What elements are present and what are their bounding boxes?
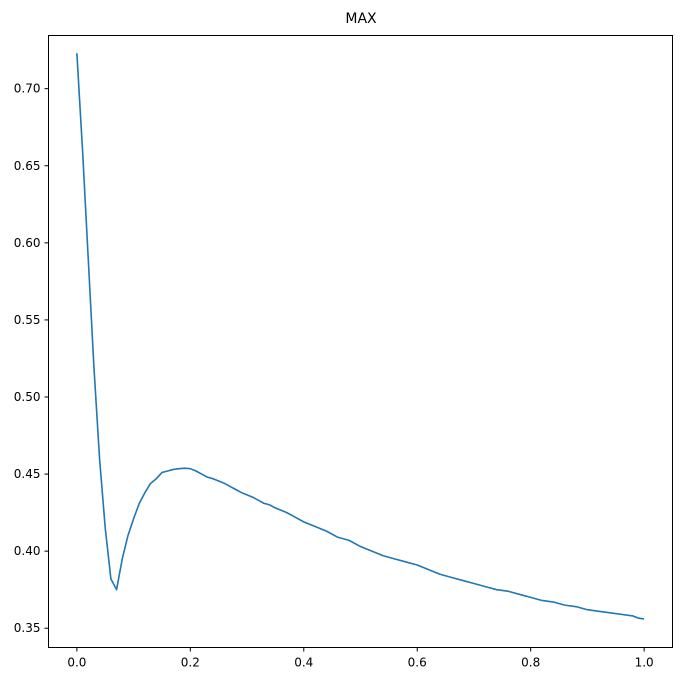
y-tick-label: 0.40 <box>14 544 41 558</box>
y-tick-label: 0.60 <box>14 236 41 250</box>
axes-frame <box>48 35 673 648</box>
x-tick-label: 0.2 <box>181 656 200 670</box>
y-tick-label: 0.45 <box>14 467 41 481</box>
x-tick-label: 1.0 <box>635 656 654 670</box>
y-tick-label: 0.35 <box>14 621 41 635</box>
chart-title: MAX <box>345 11 377 27</box>
y-axis: 0.35 0.40 0.45 0.50 0.55 0.60 0.65 0.70 <box>14 82 49 635</box>
x-axis: 0.0 0.2 0.4 0.6 0.8 1.0 <box>67 647 654 670</box>
plot-area <box>76 53 645 620</box>
y-tick-label: 0.55 <box>14 313 41 327</box>
y-tick-label: 0.50 <box>14 390 41 404</box>
y-tick-label: 0.65 <box>14 159 41 173</box>
x-tick-label: 0.8 <box>521 656 540 670</box>
series-line-0 <box>76 53 645 620</box>
y-tick-label: 0.70 <box>14 82 41 96</box>
x-tick-label: 0.4 <box>294 656 313 670</box>
x-tick-label: 0.6 <box>408 656 427 670</box>
x-tick-label: 0.0 <box>67 656 86 670</box>
